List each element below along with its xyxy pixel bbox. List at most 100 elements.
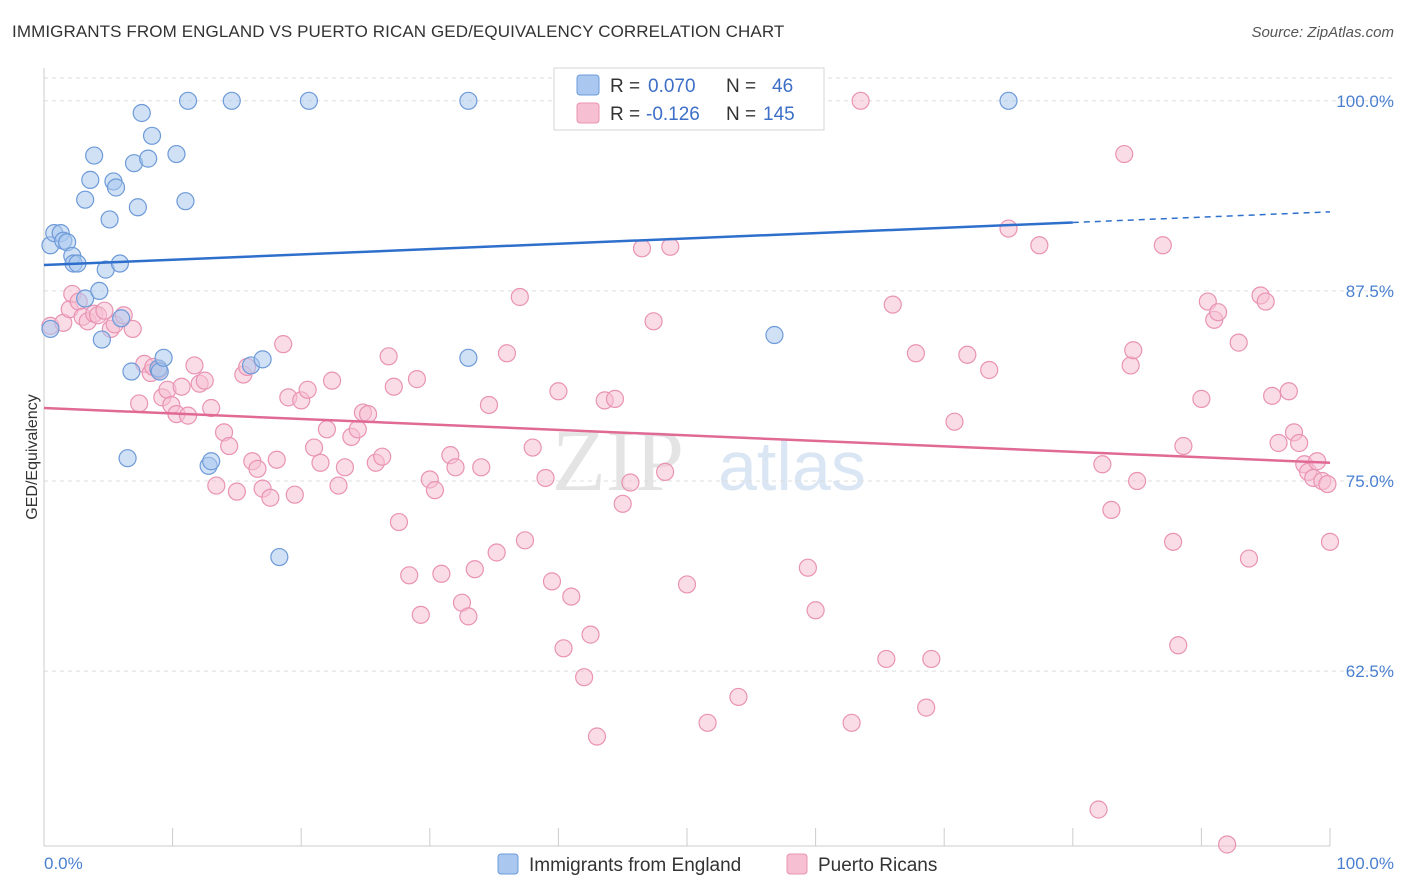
watermark-zip: ZIP (552, 413, 684, 510)
puerto-rican-point-107 (917, 698, 936, 717)
england-point-19 (110, 254, 129, 273)
puerto-rican-point-105 (883, 295, 902, 314)
puerto-rican-point-25 (185, 356, 204, 375)
puerto-rican-point-90 (632, 239, 652, 258)
puerto-rican-point-117 (1115, 144, 1134, 164)
england-point-44 (765, 325, 784, 345)
puerto-rican-point-129 (1218, 835, 1237, 854)
x-tick-marks (43, 828, 1331, 846)
england-point-31 (167, 144, 186, 164)
legend-r-label-1: R = (610, 76, 640, 97)
trend-lines (43, 211, 1331, 465)
legend-n-label-2: N = (726, 104, 756, 125)
england-point-30 (154, 348, 173, 367)
chart-title: IMMIGRANTS FROM ENGLAND VS PUERTO RICAN … (12, 22, 785, 41)
puerto-rican-point-49 (329, 476, 348, 495)
puerto-rican-point-113 (1030, 236, 1049, 255)
puerto-rican-point-108 (922, 649, 941, 669)
puerto-rican-point-131 (1239, 549, 1259, 568)
legend-n-label-1: N = (726, 76, 756, 97)
puerto-rican-point-76 (515, 531, 535, 550)
puerto-rican-point-84 (581, 625, 600, 644)
y-tick-labels: 100.0% 87.5% 75.0% 62.5% (1336, 92, 1394, 681)
source-label: Source: ZipAtlas.com (1251, 24, 1394, 41)
england-point-39 (270, 547, 289, 567)
puerto-rican-point-67 (446, 458, 465, 477)
puerto-rican-point-73 (487, 543, 506, 562)
puerto-rican-point-119 (1124, 341, 1143, 360)
legend-r-label-2: R = (610, 104, 640, 125)
puerto-rican-point-9 (95, 301, 114, 320)
puerto-rican-point-79 (542, 572, 562, 591)
puerto-rican-point-23 (172, 377, 191, 396)
y-tick-label-3: 62.5% (1346, 662, 1394, 681)
puerto-rican-point-101 (806, 601, 825, 620)
puerto-rican-point-80 (549, 382, 568, 401)
puerto-rican-point-95 (698, 713, 717, 732)
puerto-rican-point-97 (729, 687, 748, 707)
england-point-21 (118, 449, 137, 468)
puerto-rican-point-71 (472, 458, 491, 477)
puerto-rican-point-59 (389, 512, 409, 532)
puerto-rican-point-94 (677, 575, 697, 594)
puerto-rican-point-85 (587, 727, 607, 746)
puerto-rican-point-39 (267, 450, 286, 469)
puerto-rican-point-114 (1089, 800, 1108, 819)
england-point-0 (41, 319, 60, 339)
legend-swatch-pink (576, 102, 600, 124)
legend-n-value-1: 46 (772, 76, 793, 97)
puerto-rican-point-62 (411, 605, 430, 624)
puerto-rican-point-102 (842, 713, 861, 732)
puerto-rican-point-103 (851, 91, 870, 110)
puerto-rican-point-144 (1318, 474, 1337, 494)
puerto-rican-point-61 (407, 370, 427, 389)
england-point-20 (112, 309, 131, 328)
legend-n-value-2: 145 (763, 104, 795, 125)
puerto-rican-point-92 (656, 462, 675, 481)
trend-line-puerto-ricans (43, 406, 1331, 465)
puerto-rican-point-100 (798, 558, 817, 577)
england-point-33 (178, 91, 198, 110)
puerto-rican-point-56 (373, 447, 392, 466)
england-point-40 (299, 91, 319, 110)
puerto-rican-point-130 (1229, 333, 1248, 352)
puerto-rican-point-106 (906, 344, 926, 363)
england-point-9 (76, 289, 95, 308)
bottom-legend-label-puerto-ricans: Puerto Ricans (818, 855, 937, 876)
puerto-rican-point-48 (322, 371, 342, 390)
puerto-rican-point-116 (1102, 500, 1121, 520)
puerto-rican-point-124 (1174, 436, 1193, 456)
puerto-rican-point-88 (613, 494, 632, 513)
puerto-rican-point-44 (298, 380, 317, 399)
puerto-rican-point-60 (400, 566, 419, 585)
puerto-rican-point-78 (536, 468, 555, 488)
puerto-rican-point-13 (123, 319, 142, 339)
puerto-rican-point-145 (1320, 532, 1340, 551)
puerto-rican-point-64 (425, 481, 445, 500)
puerto-rican-point-125 (1192, 389, 1211, 408)
x-tick-label-max: 100.0% (1336, 854, 1394, 873)
puerto-rican-point-57 (379, 347, 398, 366)
puerto-rican-point-47 (317, 420, 337, 439)
puerto-rican-point-65 (432, 564, 451, 583)
puerto-rican-point-31 (220, 436, 239, 456)
england-point-35 (202, 452, 221, 471)
england-point-18 (106, 178, 126, 197)
puerto-rican-point-58 (384, 377, 403, 396)
england-point-16 (100, 210, 119, 229)
puerto-rican-point-82 (562, 587, 581, 606)
england-point-13 (90, 281, 109, 301)
bottom-legend-swatch-blue (497, 853, 519, 875)
puerto-rican-point-50 (335, 458, 355, 477)
england-point-14 (92, 330, 111, 349)
puerto-rican-point-109 (945, 412, 964, 431)
puerto-rican-point-75 (510, 287, 529, 307)
puerto-rican-point-72 (479, 395, 499, 415)
puerto-rican-point-42 (285, 485, 304, 504)
bottom-legend-swatch-pink (786, 853, 808, 875)
puerto-rican-point-138 (1290, 433, 1309, 453)
england-point-24 (128, 198, 147, 217)
england-point-27 (142, 126, 162, 145)
puerto-rican-point-128 (1209, 303, 1228, 322)
trend-line-england (43, 221, 1073, 267)
